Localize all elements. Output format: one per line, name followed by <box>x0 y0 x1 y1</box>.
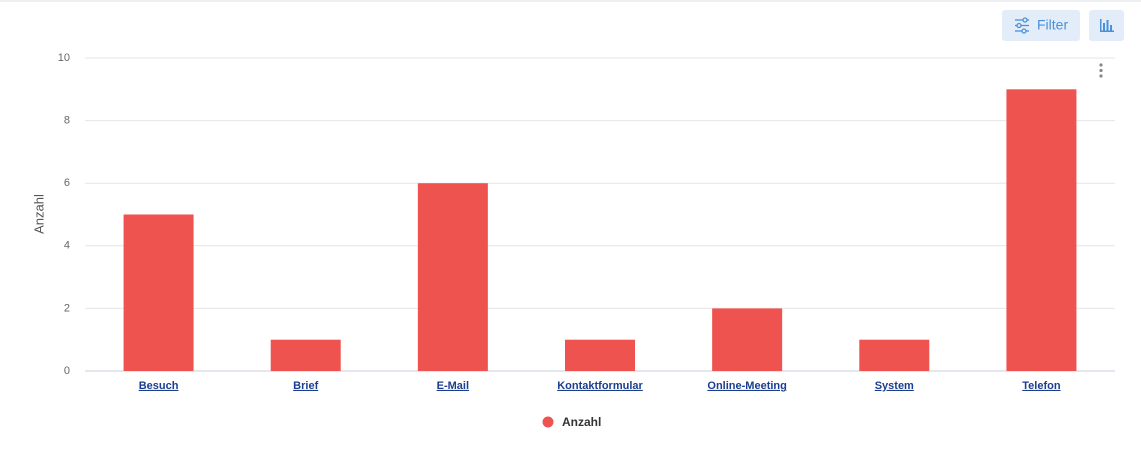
x-tick-label[interactable]: Telefon <box>1022 380 1061 392</box>
filter-icon[interactable] <box>1015 17 1029 34</box>
legend-label[interactable]: Anzahl <box>562 415 601 429</box>
x-tick-label[interactable]: Online-Meeting <box>707 380 786 392</box>
bar <box>712 308 783 371</box>
bar <box>565 339 635 371</box>
filter-button-bg[interactable] <box>1002 10 1080 41</box>
filter-label[interactable]: Filter <box>1037 17 1068 33</box>
chart-type-button[interactable] <box>1089 10 1124 41</box>
y-tick-label: 6 <box>64 177 70 189</box>
bar <box>270 339 341 371</box>
top-border <box>0 0 1141 2</box>
more-menu[interactable] <box>1099 63 1103 78</box>
x-tick-label[interactable]: Besuch <box>139 380 179 392</box>
x-tick-label[interactable]: E-Mail <box>437 380 469 392</box>
bar <box>123 214 194 371</box>
filter-button[interactable]: Filter <box>1002 10 1080 41</box>
y-tick-label: 4 <box>64 240 70 252</box>
y-tick-label: 8 <box>64 115 70 127</box>
x-tick-label[interactable]: System <box>875 380 914 392</box>
y-tick-label: 2 <box>64 302 70 314</box>
chart-icon[interactable] <box>1100 19 1114 32</box>
y-tick-label: 10 <box>58 52 70 64</box>
y-tick-label: 0 <box>64 365 70 377</box>
legend-marker[interactable] <box>542 416 554 428</box>
y-axis-label: Anzahl <box>31 194 46 234</box>
bar <box>1006 89 1077 372</box>
x-tick-label[interactable]: Brief <box>293 380 318 392</box>
x-tick-label[interactable]: Kontaktformular <box>557 380 643 392</box>
bar <box>417 183 488 371</box>
bar <box>859 339 930 371</box>
